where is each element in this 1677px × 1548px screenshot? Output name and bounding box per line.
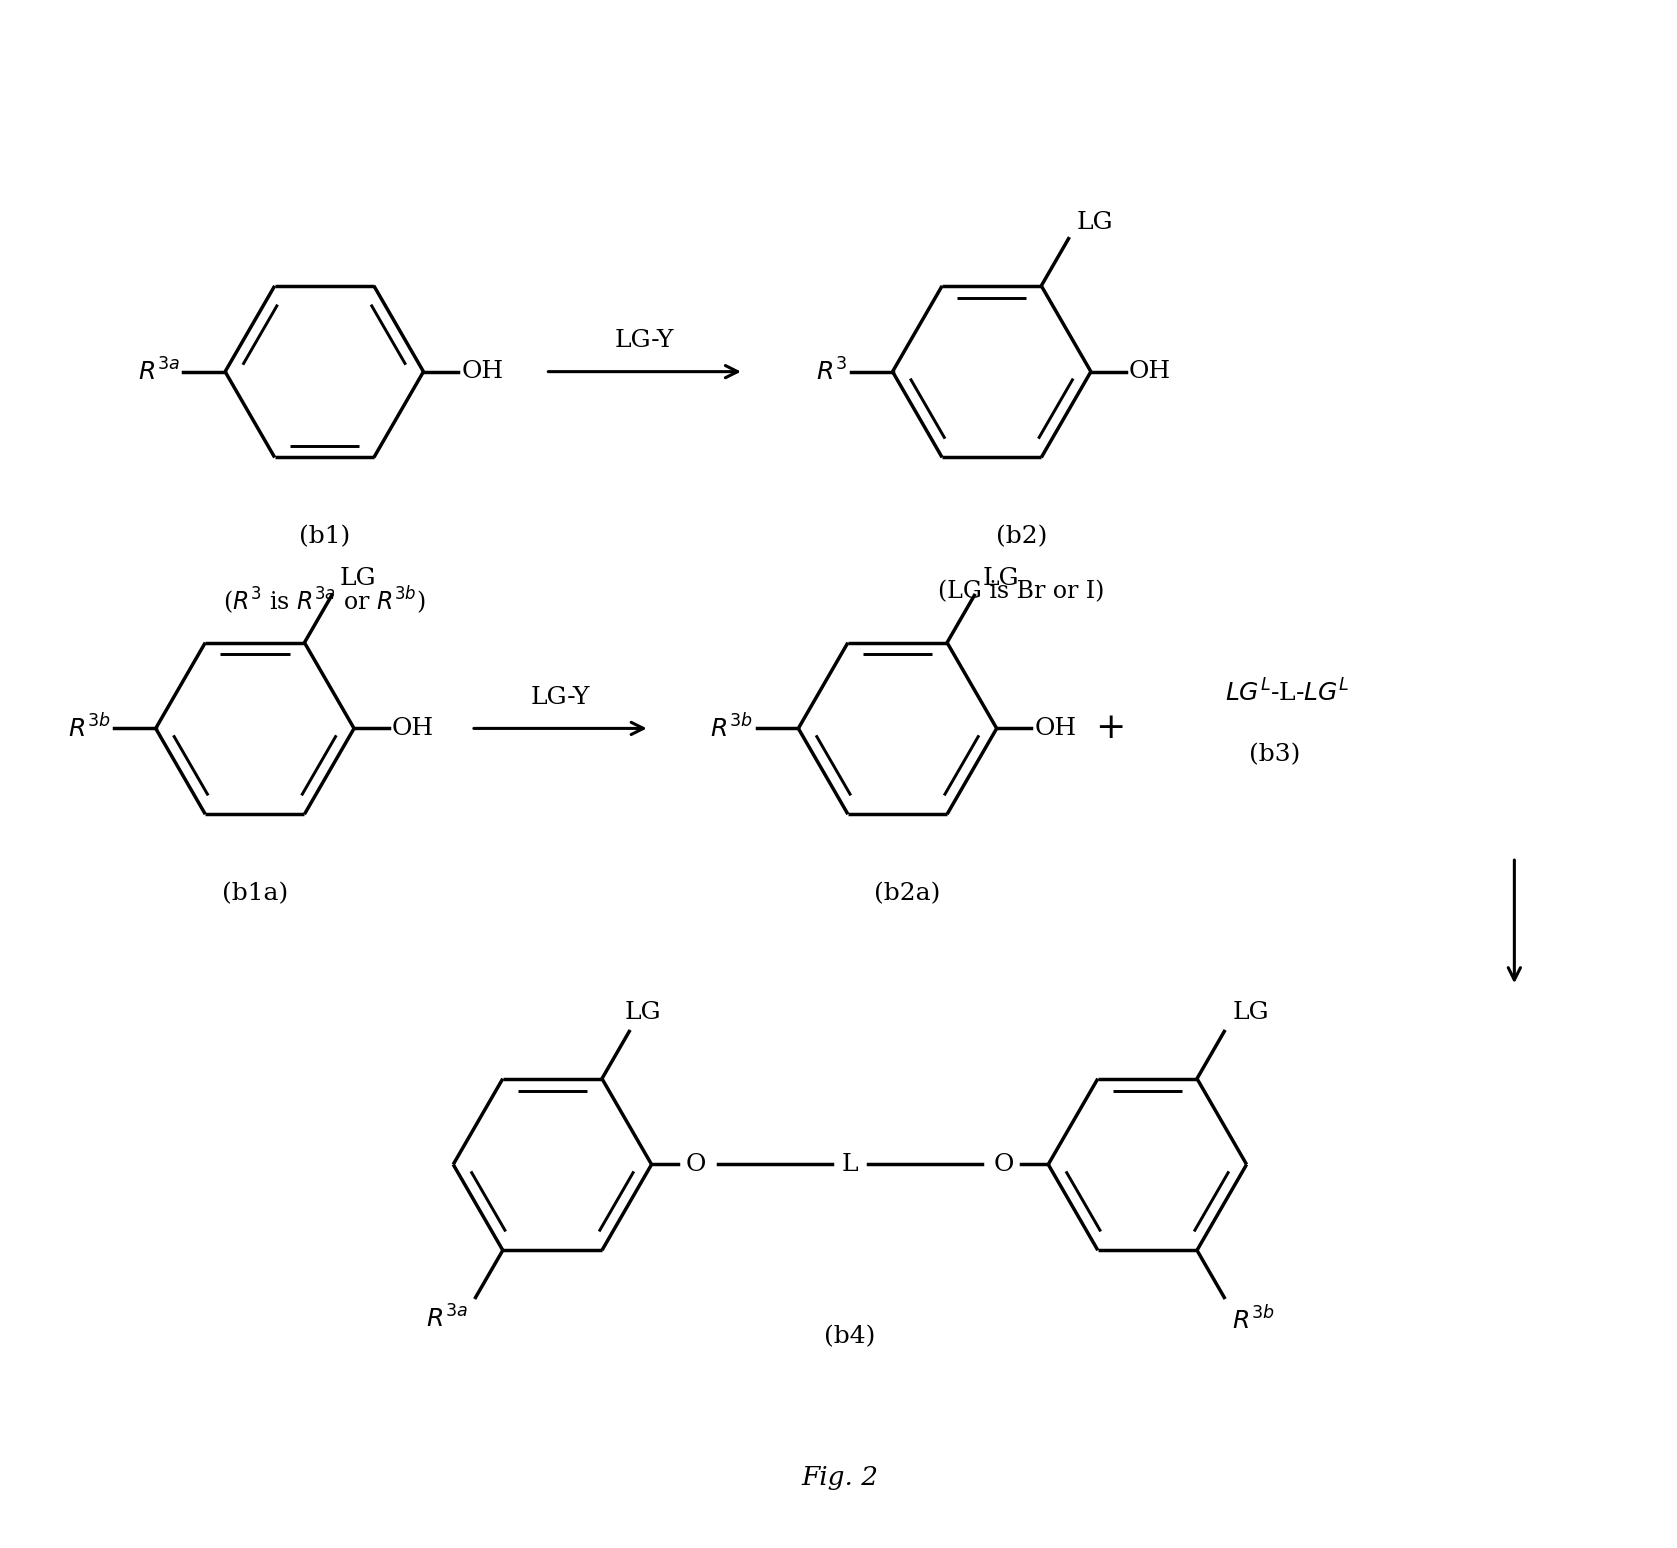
Text: $R^{3b}$: $R^{3b}$: [711, 714, 753, 743]
Text: (b1): (b1): [299, 525, 350, 548]
Text: L: L: [842, 1153, 859, 1176]
Text: (b3): (b3): [1249, 743, 1300, 766]
Text: ($R^{3}$ is $R^{3a}$ or $R^{3b}$): ($R^{3}$ is $R^{3a}$ or $R^{3b}$): [223, 585, 426, 616]
Text: LG: LG: [624, 1000, 661, 1023]
Text: $R^{3b}$: $R^{3b}$: [1233, 1305, 1275, 1334]
Text: $R^{3b}$: $R^{3b}$: [67, 714, 111, 743]
Text: (b4): (b4): [823, 1325, 875, 1348]
Text: +: +: [1095, 712, 1125, 746]
Text: LG: LG: [1233, 1000, 1269, 1023]
Text: (b1a): (b1a): [221, 882, 288, 906]
Text: LG-Y: LG-Y: [530, 686, 590, 709]
Text: O: O: [993, 1153, 1015, 1176]
Text: $R^{3a}$: $R^{3a}$: [138, 358, 179, 385]
Text: OH: OH: [392, 717, 434, 740]
Text: O: O: [686, 1153, 706, 1176]
Text: LG: LG: [983, 568, 1020, 590]
Text: (LG is Br or I): (LG is Br or I): [939, 580, 1105, 602]
Text: OH: OH: [1129, 361, 1171, 384]
Text: $R^{3a}$: $R^{3a}$: [426, 1305, 468, 1333]
Text: Fig. 2: Fig. 2: [802, 1464, 879, 1489]
Text: LG: LG: [340, 568, 376, 590]
Text: $R^{3}$: $R^{3}$: [817, 358, 847, 385]
Text: LG-Y: LG-Y: [615, 328, 674, 351]
Text: OH: OH: [1035, 717, 1077, 740]
Text: (b2a): (b2a): [874, 882, 941, 906]
Text: OH: OH: [461, 361, 503, 384]
Text: $LG^{L}$-L-$LG^{L}$: $LG^{L}$-L-$LG^{L}$: [1224, 680, 1350, 706]
Text: (b2): (b2): [996, 525, 1046, 548]
Text: LG: LG: [1077, 211, 1114, 234]
